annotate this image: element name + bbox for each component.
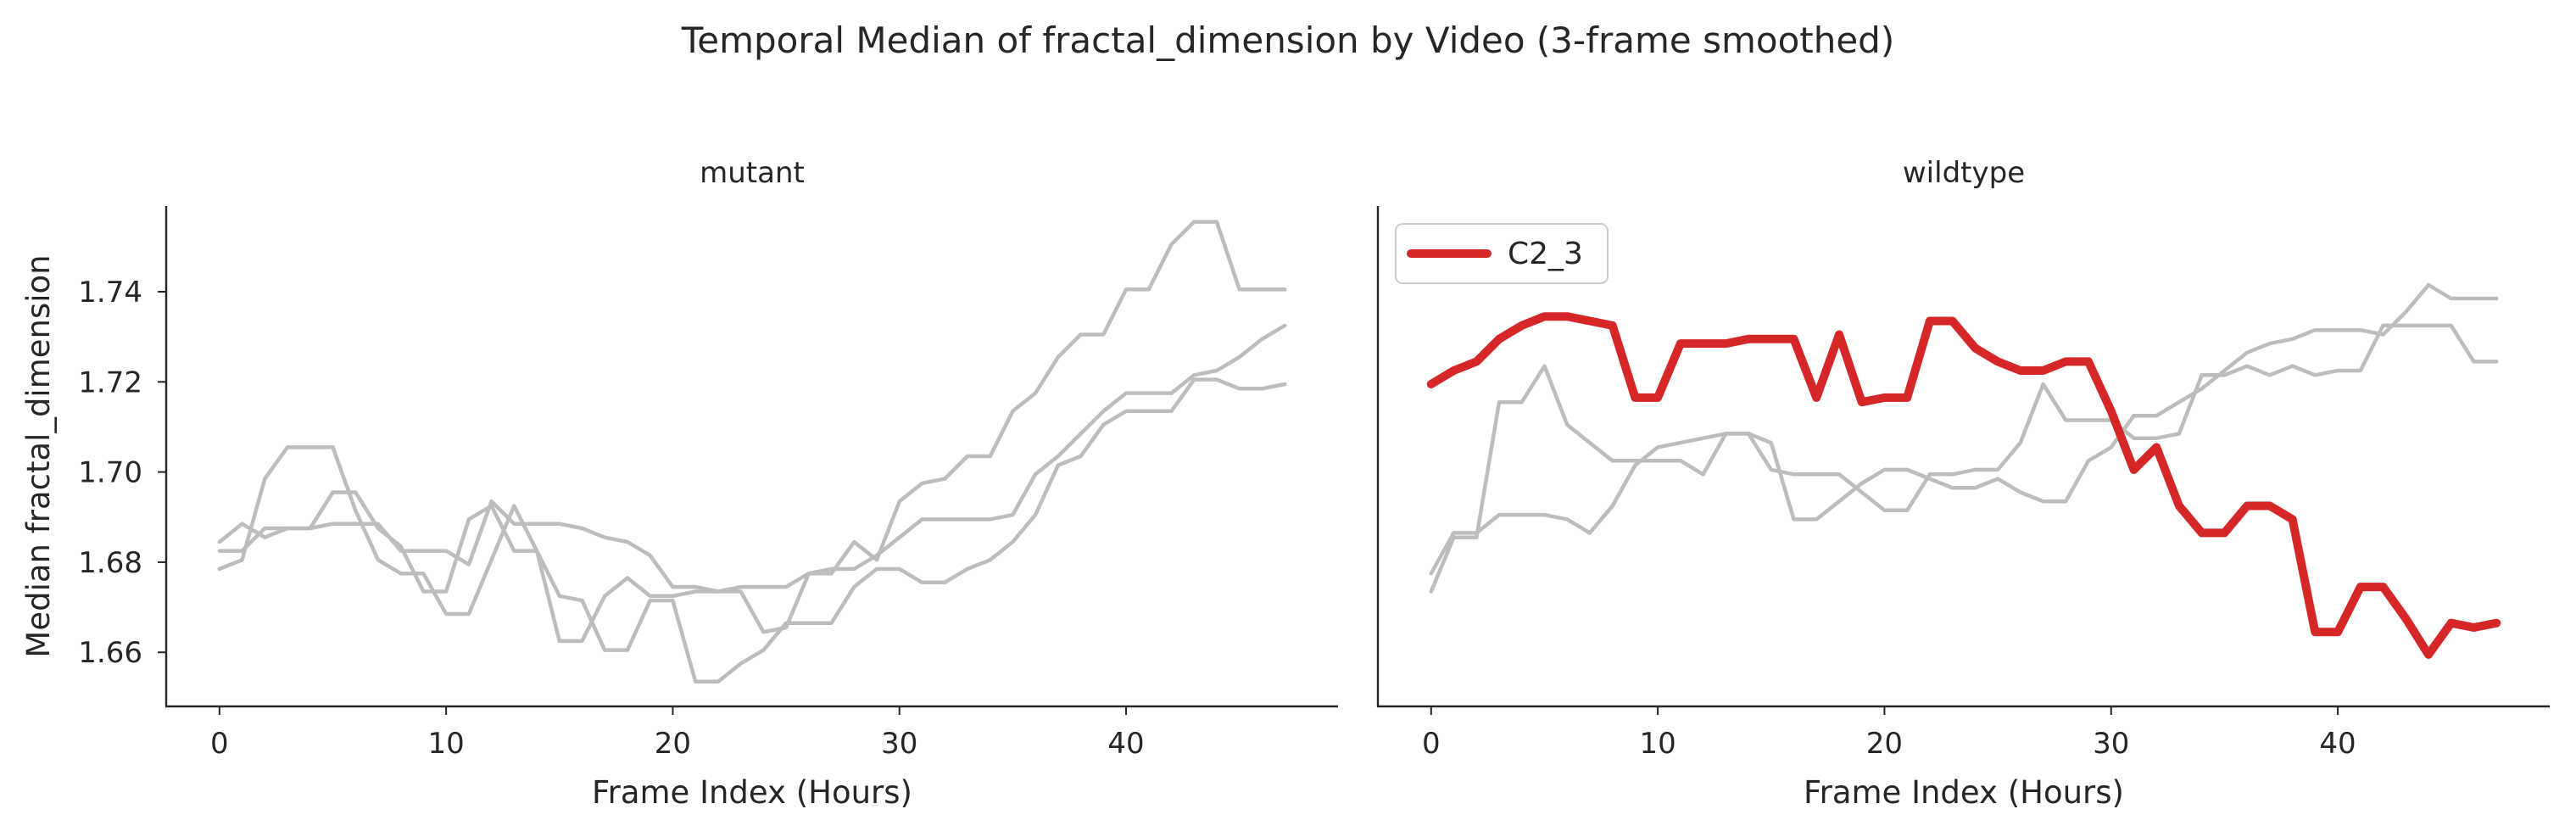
y-tick-label: 1.68 — [78, 546, 142, 580]
x-ticks-wildtype: 0 10 20 30 40 — [1422, 706, 2356, 761]
panel-title-wildtype: wildtype — [1903, 156, 2025, 190]
series-line-mutant-1 — [217, 377, 1287, 684]
x-ticks-mutant: 0 10 20 30 40 — [210, 706, 1145, 761]
panel-title-mutant: mutant — [700, 156, 805, 190]
y-tick-label: 1.70 — [78, 456, 142, 490]
panel-wildtype: wildtype 0 10 20 30 40 Frame Index (Hours) C… — [1376, 156, 2550, 811]
legend-box — [1395, 223, 1609, 284]
panel-mutant: mutant 0 10 20 30 40 1.66 1.68 1.70 1.72 1.74 Fr… — [20, 156, 1338, 811]
x-tick-label: 10 — [427, 727, 464, 761]
x-tick-label: 20 — [655, 727, 691, 761]
x-tick-label: 30 — [2093, 727, 2129, 761]
legend-label-c2-3: C2_3 — [1508, 237, 1583, 271]
x-tick-label: 40 — [2319, 727, 2356, 761]
x-tick-label: 10 — [1639, 727, 1676, 761]
x-axis-label-wildtype: Frame Index (Hours) — [1804, 774, 2124, 811]
series-line-wildtype-1 — [1429, 282, 2499, 576]
x-tick-label: 40 — [1107, 727, 1144, 761]
x-tick-label: 20 — [1866, 727, 1903, 761]
y-tick-label: 1.66 — [78, 636, 142, 670]
y-tick-label: 1.72 — [78, 365, 142, 399]
x-tick-label: 0 — [1422, 727, 1441, 761]
y-axis-label-mutant: Median fractal_dimension — [20, 254, 57, 657]
series-line-wildtype-0 — [1429, 323, 2499, 594]
series-line-mutant-2 — [217, 220, 1287, 644]
legend: C2_3 — [1395, 223, 1609, 284]
x-tick-label: 0 — [210, 727, 229, 761]
x-axis-label-mutant: Frame Index (Hours) — [592, 774, 912, 811]
series-line-mutant-0 — [217, 323, 1287, 594]
series-layer-mutant — [217, 220, 1287, 684]
series-line-highlight — [1426, 312, 2501, 659]
figure-title: Temporal Median of fractal_dimension by … — [681, 20, 1894, 61]
x-tick-label: 30 — [881, 727, 917, 761]
y-ticks-mutant: 1.66 1.68 1.70 1.72 1.74 — [78, 276, 166, 670]
y-tick-label: 1.74 — [78, 276, 142, 310]
series-layer-wildtype — [1426, 282, 2501, 659]
